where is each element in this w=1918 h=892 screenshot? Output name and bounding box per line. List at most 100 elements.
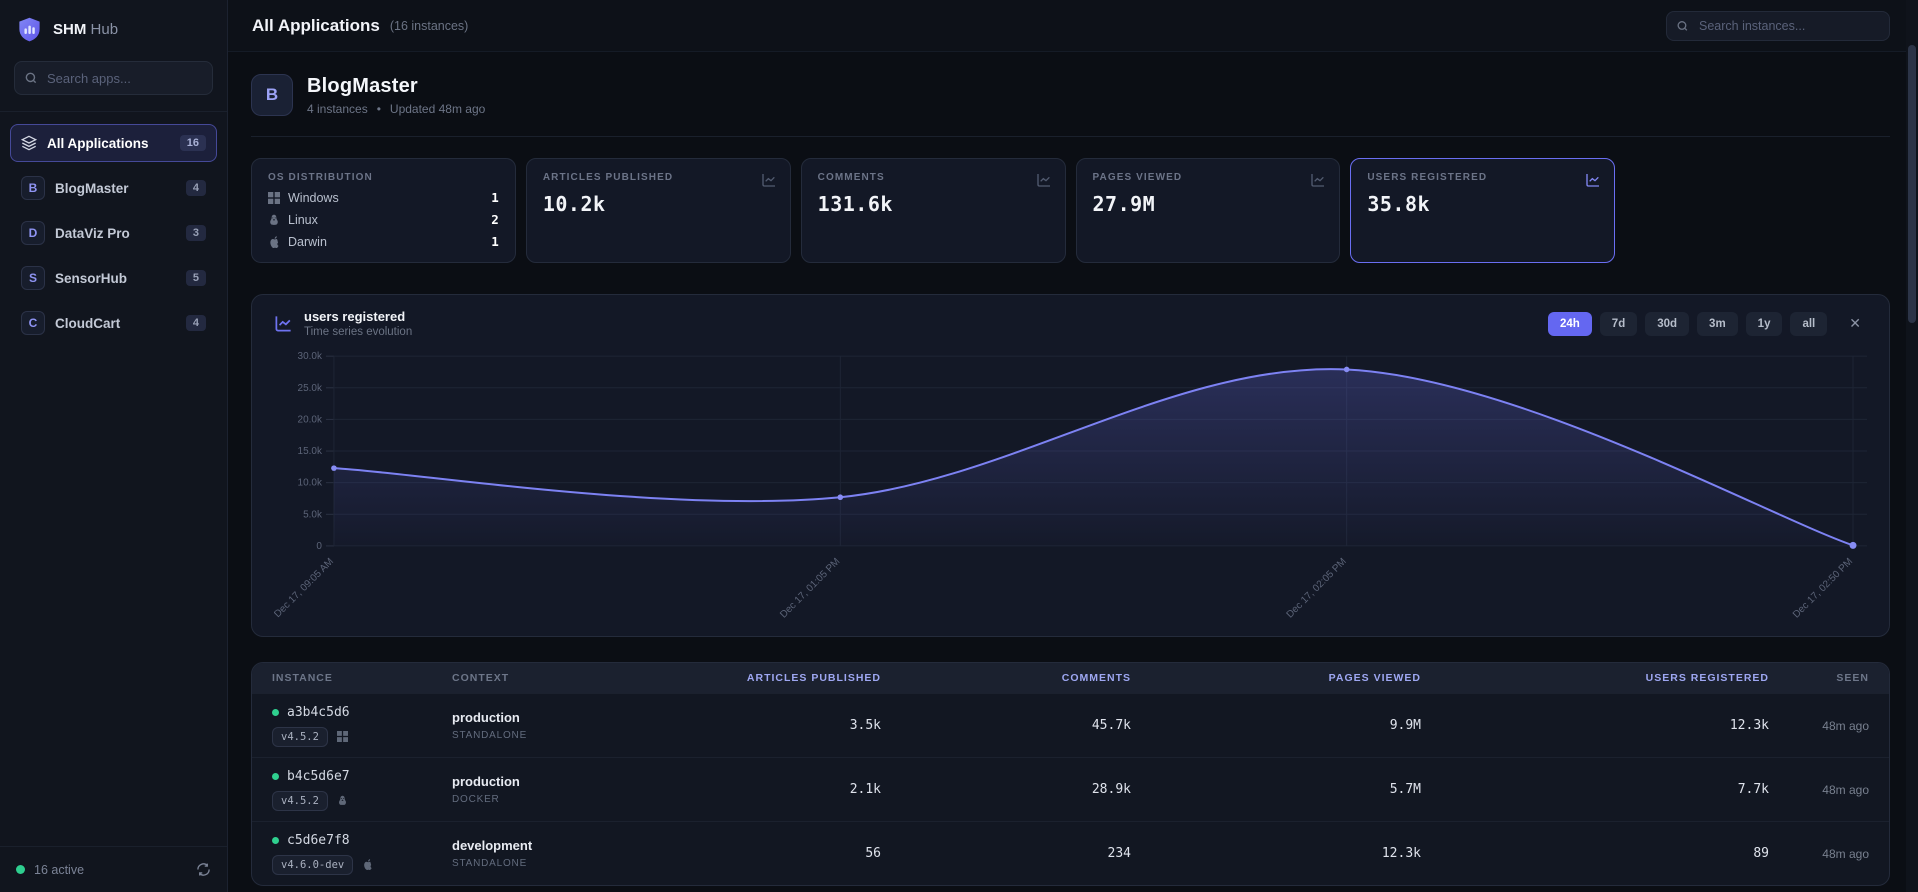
seen-value: 48m ago <box>1769 719 1869 733</box>
range-button-1y[interactable]: 1y <box>1746 312 1783 336</box>
count-badge: 3 <box>186 225 206 241</box>
comments-value: 28.9k <box>881 782 1131 797</box>
scrollbar-track[interactable] <box>1906 0 1918 892</box>
sidebar-item-all-applications[interactable]: All Applications 16 <box>10 124 217 162</box>
app-letter-avatar: C <box>21 311 45 335</box>
column-header-context[interactable]: CONTEXT <box>452 672 681 684</box>
users-value: 89 <box>1421 846 1769 861</box>
sidebar-item-sensorhub[interactable]: S SensorHub 5 <box>10 259 217 297</box>
instances-search <box>1666 11 1890 41</box>
sidebar-item-label: DataViz Pro <box>55 226 130 241</box>
os-count: 1 <box>491 190 499 205</box>
scrollbar-thumb[interactable] <box>1908 45 1916 323</box>
count-badge: 4 <box>186 180 206 196</box>
chart-line-icon <box>761 172 777 188</box>
card-label: PAGES VIEWED <box>1093 172 1324 183</box>
refresh-icon[interactable] <box>196 862 211 877</box>
status-dot <box>272 709 279 716</box>
seen-value: 48m ago <box>1769 783 1869 797</box>
pages-value: 5.7M <box>1131 782 1421 797</box>
y-tick-label: 10.0k <box>298 478 322 489</box>
table-row[interactable]: a3b4c5d6 v4.5.2 production STANDALONE 3.… <box>252 693 1889 757</box>
y-tick-label: 25.0k <box>298 383 322 394</box>
os-distribution-card: OS DISTRIBUTION Windows 1 Linux 2 <box>251 158 516 263</box>
active-status-dot <box>16 865 25 874</box>
sidebar-item-blogmaster[interactable]: B BlogMaster 4 <box>10 169 217 207</box>
sidebar-nav: All Applications 16 B BlogMaster 4 D Dat… <box>0 112 227 354</box>
column-header-users-registered[interactable]: USERS REGISTERED <box>1421 672 1769 684</box>
page-title: All Applications <box>252 16 380 36</box>
chart-area <box>334 369 1853 546</box>
sidebar-item-label: BlogMaster <box>55 181 129 196</box>
range-button-24h[interactable]: 24h <box>1548 312 1592 336</box>
sidebar-item-cloudcart[interactable]: C CloudCart 4 <box>10 304 217 342</box>
users-value: 7.7k <box>1421 782 1769 797</box>
os-row-windows: Windows 1 <box>268 190 499 205</box>
y-tick-label: 20.0k <box>298 414 322 425</box>
card-label: COMMENTS <box>818 172 1049 183</box>
os-name: Windows <box>288 191 339 205</box>
metric-card-users-registered[interactable]: USERS REGISTERED 35.8k <box>1350 158 1615 263</box>
app-name: BlogMaster <box>307 75 485 98</box>
x-tick-label: Dec 17, 09:05 AM <box>274 556 336 620</box>
range-button-3m[interactable]: 3m <box>1697 312 1738 336</box>
articles-value: 2.1k <box>681 782 881 797</box>
time-range-group: 24h 7d 30d 3m 1y all ✕ <box>1548 312 1867 336</box>
brand-logo: SHM Hub <box>0 0 227 57</box>
sidebar-item-label: All Applications <box>47 136 149 151</box>
apple-icon <box>268 236 280 248</box>
range-button-30d[interactable]: 30d <box>1645 312 1689 336</box>
sidebar: SHM Hub All Applications 16 B BlogMaster… <box>0 0 228 892</box>
column-header-pages-viewed[interactable]: PAGES VIEWED <box>1131 672 1421 684</box>
x-tick-label: Dec 17, 02:50 PM <box>1791 556 1855 620</box>
metric-card-comments[interactable]: COMMENTS 131.6k <box>801 158 1066 263</box>
version-badge: v4.5.2 <box>272 727 328 747</box>
brand-bold: SHM <box>53 21 86 38</box>
sidebar-footer: 16 active <box>0 846 227 892</box>
metric-value: 131.6k <box>818 192 1049 216</box>
instance-id: b4c5d6e7 <box>287 769 350 784</box>
table-row[interactable]: c5d6e7f8 v4.6.0-dev development STANDALO… <box>252 821 1889 885</box>
metric-card-articles-published[interactable]: ARTICLES PUBLISHED 10.2k <box>526 158 791 263</box>
range-button-7d[interactable]: 7d <box>1600 312 1637 336</box>
comments-value: 234 <box>881 846 1131 861</box>
data-point <box>837 494 843 500</box>
status-dot <box>272 837 279 844</box>
context-name: production <box>452 774 681 789</box>
app-letter-avatar: D <box>21 221 45 245</box>
y-tick-label: 5.0k <box>303 509 322 520</box>
instances-search-input[interactable] <box>1666 11 1890 41</box>
active-count-label: 16 active <box>34 863 84 877</box>
metric-value: 10.2k <box>543 192 774 216</box>
range-button-all[interactable]: all <box>1790 312 1827 336</box>
table-header-row: INSTANCE CONTEXT ARTICLES PUBLISHED COMM… <box>252 663 1889 693</box>
users-registered-line-chart: 30.0k25.0k20.0k15.0k10.0k5.0k0Dec 17, 09… <box>274 342 1867 634</box>
search-icon <box>24 71 38 85</box>
articles-value: 3.5k <box>681 718 881 733</box>
apple-icon <box>362 859 373 870</box>
x-tick-label: Dec 17, 02:05 PM <box>1285 556 1349 620</box>
sidebar-search-input[interactable] <box>14 61 213 95</box>
timeseries-header: users registered Time series evolution 2… <box>274 309 1867 338</box>
os-count: 1 <box>491 234 499 249</box>
os-row-darwin: Darwin 1 <box>268 234 499 249</box>
column-header-instance[interactable]: INSTANCE <box>272 672 452 684</box>
column-header-seen[interactable]: SEEN <box>1769 672 1869 684</box>
close-icon[interactable]: ✕ <box>1843 313 1867 334</box>
column-header-comments[interactable]: COMMENTS <box>881 672 1131 684</box>
table-row[interactable]: b4c5d6e7 v4.5.2 production DOCKER 2.1k 2… <box>252 757 1889 821</box>
column-header-articles-published[interactable]: ARTICLES PUBLISHED <box>681 672 881 684</box>
os-name: Darwin <box>288 235 327 249</box>
stats-row: OS DISTRIBUTION Windows 1 Linux 2 <box>251 158 1890 263</box>
version-badge: v4.6.0-dev <box>272 855 353 875</box>
app-header: B BlogMaster 4 instances • Updated 48m a… <box>251 62 1890 137</box>
users-value: 12.3k <box>1421 718 1769 733</box>
sidebar-item-dataviz-pro[interactable]: D DataViz Pro 3 <box>10 214 217 252</box>
deployment-type: STANDALONE <box>452 730 681 741</box>
metric-card-pages-viewed[interactable]: PAGES VIEWED 27.9M <box>1076 158 1341 263</box>
chart-line-icon <box>1310 172 1326 188</box>
instance-id: c5d6e7f8 <box>287 833 350 848</box>
data-point <box>1344 367 1350 373</box>
linux-icon <box>268 214 280 226</box>
context-name: production <box>452 710 681 725</box>
